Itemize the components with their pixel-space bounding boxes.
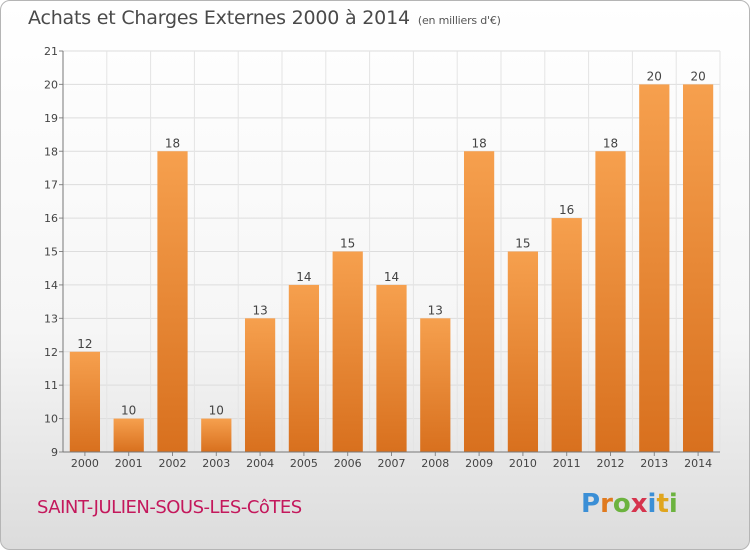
bar-value-label: 12: [77, 337, 92, 351]
bar-2005[interactable]: [288, 284, 320, 452]
x-tick-label: 2008: [421, 457, 449, 470]
bar-2013[interactable]: [639, 84, 670, 453]
x-tick-label: 2014: [684, 457, 712, 470]
x-tick-label: 2001: [115, 457, 143, 470]
chart-title: Achats et Charges Externes 2000 à 2014 (e…: [28, 7, 501, 29]
x-tick-label: 2004: [246, 457, 274, 470]
x-tick-label: 2000: [71, 457, 99, 470]
logo-letter: i: [647, 489, 657, 519]
bar-2007[interactable]: [376, 284, 407, 452]
logo-letter: i: [668, 489, 678, 519]
proxiti-logo[interactable]: Proxiti: [581, 489, 678, 519]
bar-2008[interactable]: [420, 318, 451, 452]
y-tick-label: 21: [44, 45, 58, 58]
y-tick-label: 14: [44, 279, 58, 292]
chart-subtitle: (en milliers d'€): [417, 14, 501, 27]
y-tick-label: 11: [44, 379, 58, 392]
bar-2009[interactable]: [463, 151, 495, 452]
bar-value-label: 18: [603, 136, 618, 150]
bar-value-label: 14: [384, 270, 399, 284]
x-tick-label: 2009: [465, 457, 493, 470]
logo-letter: P: [581, 489, 601, 519]
bar-value-label: 16: [559, 203, 574, 217]
axes: 9 10 11 12 13 14 15 16 17 18 19 20 21 2000 2001 2002 200…: [44, 45, 720, 470]
logo-letter: x: [630, 489, 648, 519]
bar-2014[interactable]: [682, 84, 714, 453]
chart-title-text: Achats et Charges Externes 2000 à 2014: [28, 7, 410, 29]
bar-2010[interactable]: [507, 251, 539, 453]
bar-value-label: 18: [471, 136, 486, 150]
bar-value-label: 10: [121, 404, 136, 418]
x-tick-label: 2005: [290, 457, 318, 470]
y-tick-label: 9: [51, 446, 58, 459]
y-tick-label: 19: [44, 112, 58, 125]
bar-value-label: 15: [340, 237, 355, 251]
bar-value-label: 14: [296, 270, 311, 284]
bar-2004[interactable]: [244, 318, 276, 452]
logo-letter: o: [612, 489, 631, 519]
bar-2003[interactable]: [201, 418, 232, 452]
y-tick-label: 15: [44, 246, 58, 259]
y-tick-label: 16: [44, 212, 58, 225]
y-tick-label: 18: [44, 145, 58, 158]
x-tick-label: 2010: [509, 457, 537, 470]
bars: 12 10 18 10 13 14 15 14 13 18 15 16 18 20 20: [69, 69, 714, 453]
bar-2000[interactable]: [69, 351, 101, 452]
x-tick-label: 2002: [159, 457, 187, 470]
x-tick-label: 2012: [597, 457, 625, 470]
logo-letter: r: [600, 489, 613, 519]
bar-value-label: 13: [428, 303, 443, 317]
x-tick-label: 2011: [553, 457, 581, 470]
y-tick-label: 13: [44, 312, 58, 325]
y-tick-label: 10: [44, 413, 58, 426]
bar-value-label: 10: [209, 404, 224, 418]
bar-value-label: 20: [647, 69, 662, 83]
bar-value-label: 15: [515, 237, 530, 251]
bar-2002[interactable]: [157, 151, 188, 452]
x-tick-label: 2007: [378, 457, 406, 470]
x-tick-label: 2006: [334, 457, 362, 470]
bar-2011[interactable]: [551, 218, 582, 452]
x-tick-label: 2003: [202, 457, 230, 470]
bar-2006[interactable]: [332, 251, 363, 453]
bar-value-label: 13: [252, 303, 267, 317]
y-tick-label: 12: [44, 346, 58, 359]
bar-value-label: 20: [690, 69, 705, 83]
bar-value-label: 18: [165, 136, 180, 150]
bar-2012[interactable]: [595, 151, 626, 452]
y-tick-label: 17: [44, 179, 58, 192]
y-tick-label: 20: [44, 78, 58, 91]
logo-letter: t: [656, 489, 669, 519]
bar-2001[interactable]: [113, 418, 144, 452]
x-tick-label: 2013: [640, 457, 668, 470]
commune-name: SAINT-JULIEN-SOUS-LES-CôTES: [37, 497, 302, 518]
